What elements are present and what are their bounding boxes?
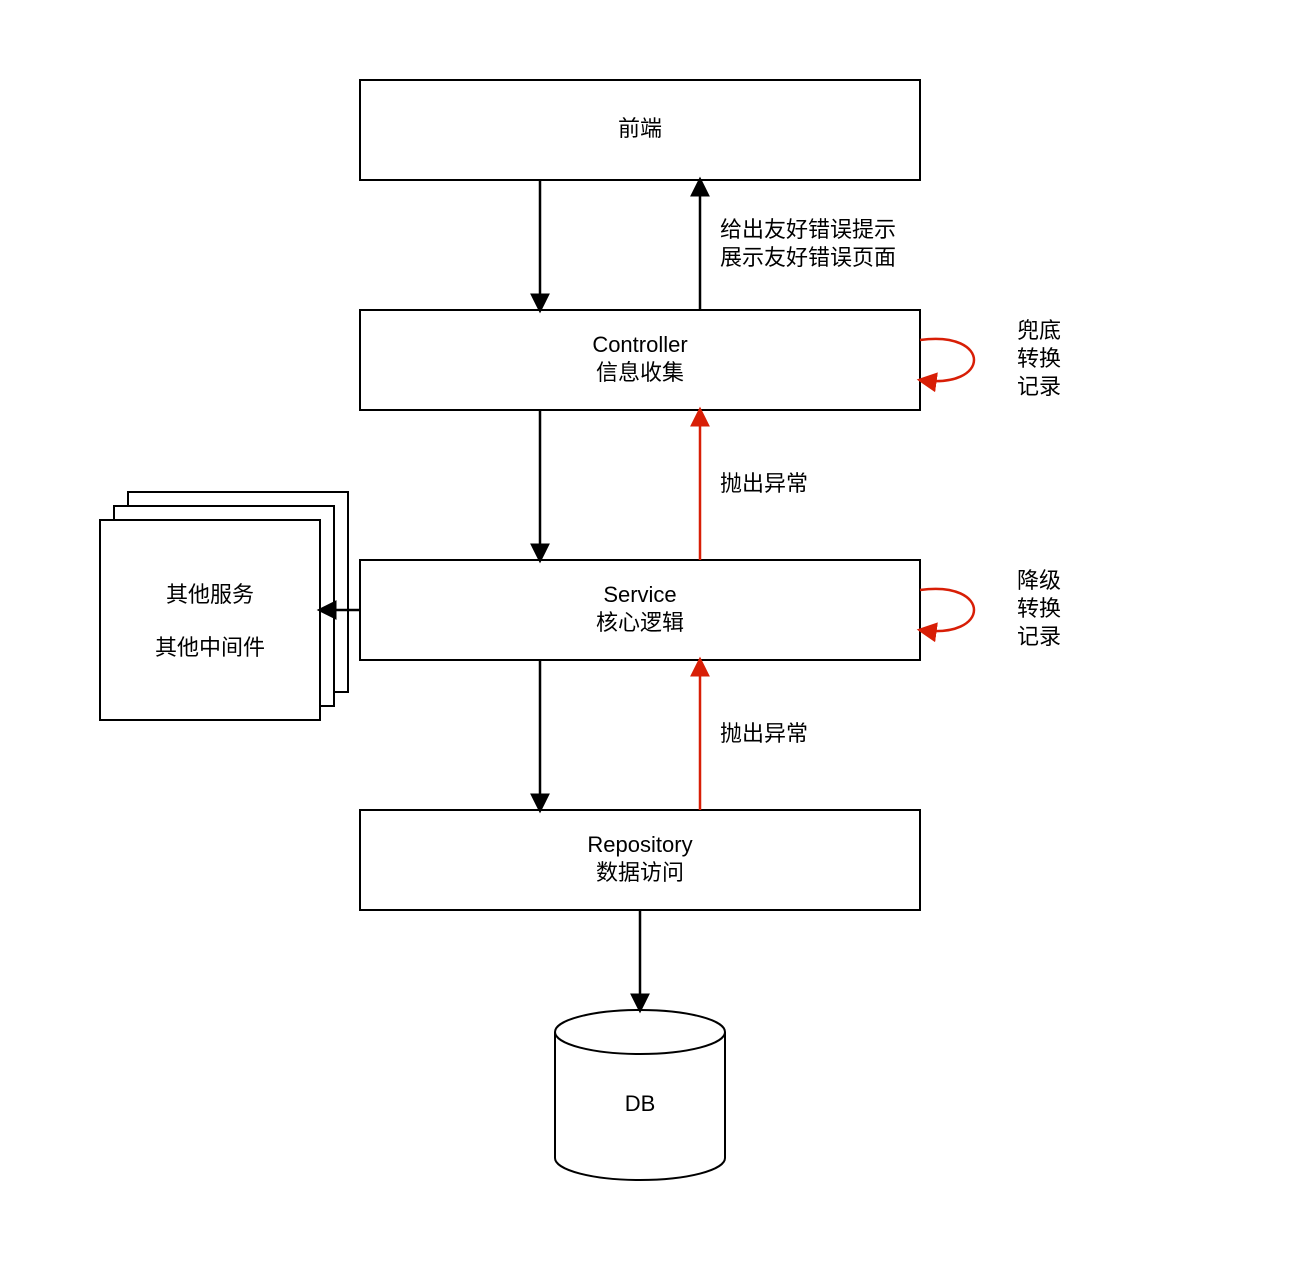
node-controller-subtitle: 信息收集 [596,360,684,385]
architecture-diagram: 前端 Controller 信息收集 Service 核心逻辑 Reposito… [0,0,1304,1284]
node-service-subtitle: 核心逻辑 [596,610,684,635]
self-loop-controller-label1: 兜底 [1017,318,1061,343]
edge-service-controller-label1: 抛出异常 [720,471,808,496]
edge-controller-frontend-label1: 给出友好错误提示 [720,217,896,242]
edge-controller-frontend-label2: 展示友好错误页面 [720,245,896,270]
self-loop-controller [920,339,974,381]
node-others-title: 其他服务 [166,582,254,607]
self-loop-service [920,589,974,631]
self-loop-service-label1: 降级 [1017,568,1061,593]
node-others-subtitle: 其他中间件 [155,635,265,660]
node-frontend-title: 前端 [618,116,662,141]
node-controller-title: Controller [592,332,687,357]
self-loop-controller-label3: 记录 [1017,374,1061,399]
node-db-title: DB [625,1091,656,1116]
self-loop-service-label3: 记录 [1017,624,1061,649]
node-repository-title: Repository [587,832,692,857]
edge-repository-service-label1: 抛出异常 [720,721,808,746]
node-repository-subtitle: 数据访问 [596,860,684,885]
self-loop-service-label2: 转换 [1017,596,1061,621]
self-loop-controller-label2: 转换 [1017,346,1061,371]
node-service-title: Service [603,582,676,607]
